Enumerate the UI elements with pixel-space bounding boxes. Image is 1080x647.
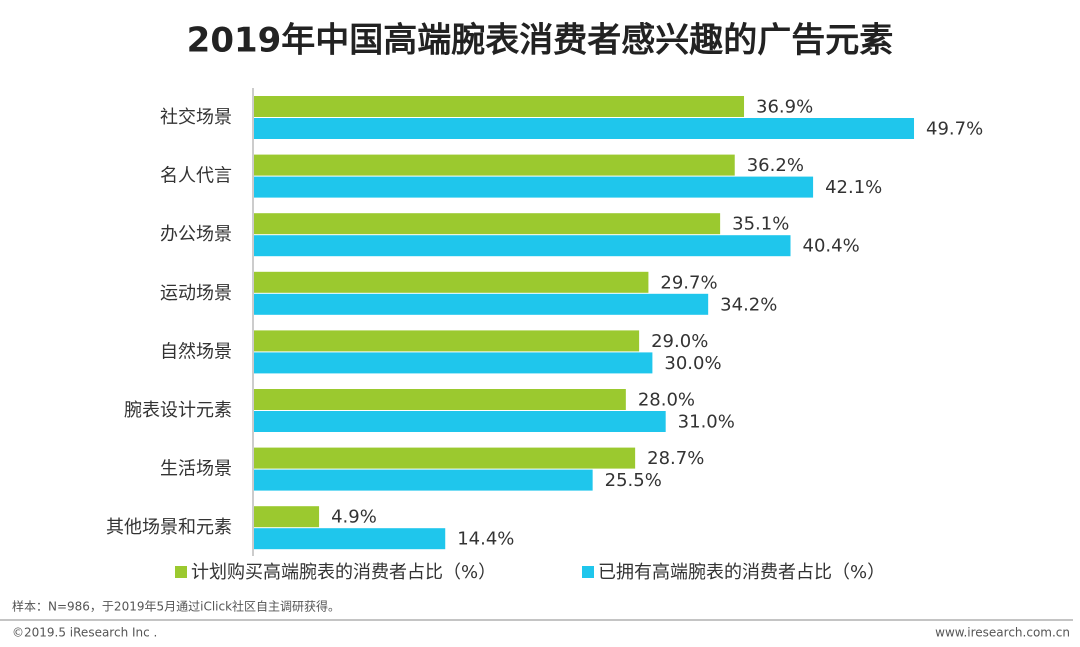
value-label: 28.7% <box>647 448 704 469</box>
value-label: 25.5% <box>605 470 662 491</box>
value-label: 40.4% <box>803 236 860 257</box>
category-label: 自然场景 <box>160 341 232 362</box>
bar <box>254 389 626 410</box>
value-label: 42.1% <box>825 177 882 198</box>
category-label: 社交场景 <box>160 107 232 128</box>
bar <box>254 96 745 117</box>
bar <box>254 213 721 235</box>
category-label: 运动场景 <box>160 283 232 304</box>
bar <box>254 118 915 139</box>
bar <box>254 506 320 528</box>
bar <box>254 330 640 352</box>
value-label: 4.9% <box>331 507 377 528</box>
copyright: ©2019.5 iResearch Inc . <box>12 626 157 640</box>
value-label: 34.2% <box>720 294 777 315</box>
value-label: 28.0% <box>638 390 695 411</box>
bar <box>254 411 666 432</box>
bar <box>254 469 593 491</box>
bar <box>254 235 791 257</box>
bar <box>254 154 735 176</box>
category-label: 生活场景 <box>160 459 232 480</box>
category-label: 腕表设计元素 <box>124 400 232 421</box>
bar <box>254 271 649 293</box>
category-label: 办公场景 <box>160 224 232 245</box>
value-label: 14.4% <box>457 529 514 550</box>
value-label: 31.0% <box>678 412 735 433</box>
legend-label: 已拥有高端腕表的消费者占比（%） <box>598 562 885 583</box>
value-label: 35.1% <box>732 214 789 235</box>
value-label: 29.0% <box>651 331 708 352</box>
website: www.iresearch.com.cn <box>935 626 1070 640</box>
value-label: 30.0% <box>664 353 721 374</box>
legend-swatch <box>175 566 187 578</box>
note: 样本：N=986，于2019年5月通过iClick社区自主调研获得。 <box>12 599 340 614</box>
bar <box>254 352 653 374</box>
value-label: 49.7% <box>926 119 983 140</box>
bar <box>254 176 814 198</box>
chart-title: 2019年中国高端腕表消费者感兴趣的广告元素 <box>187 21 894 61</box>
value-label: 29.7% <box>660 272 717 293</box>
bar <box>254 528 446 550</box>
bar <box>254 447 636 469</box>
value-label: 36.2% <box>747 155 804 176</box>
legend-label: 计划购买高端腕表的消费者占比（%） <box>191 562 496 583</box>
category-label: 其他场景和元素 <box>106 517 232 538</box>
category-label: 名人代言 <box>160 166 232 187</box>
legend-swatch <box>582 566 594 578</box>
bar <box>254 293 709 315</box>
value-label: 36.9% <box>756 97 813 118</box>
